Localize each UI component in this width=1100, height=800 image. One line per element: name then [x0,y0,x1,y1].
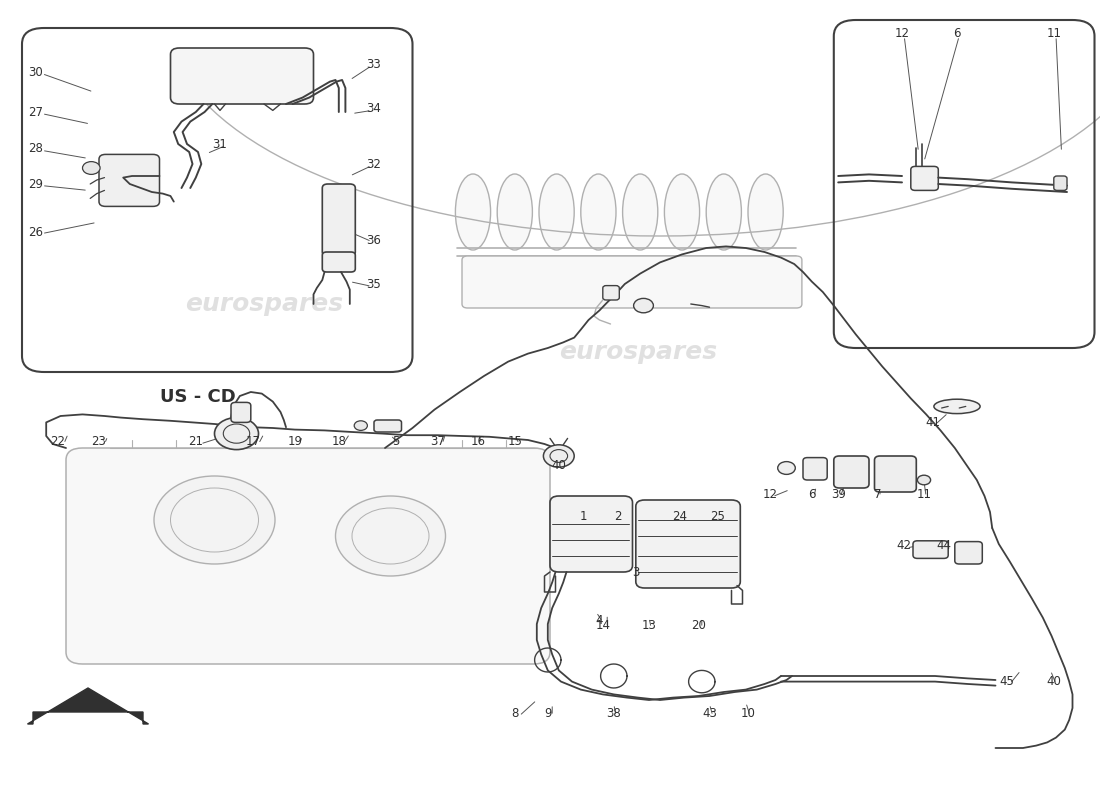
Text: 35: 35 [366,278,382,290]
Text: US - CD: US - CD [161,388,235,406]
Text: 36: 36 [366,234,382,246]
FancyBboxPatch shape [99,154,160,206]
Text: 12: 12 [894,27,910,40]
Text: 15: 15 [507,435,522,448]
Text: 33: 33 [366,58,382,70]
Text: eurospares: eurospares [559,340,717,364]
Text: 40: 40 [551,459,566,472]
Text: 28: 28 [28,142,43,154]
Ellipse shape [623,174,658,250]
Text: 10: 10 [740,707,756,720]
Text: 25: 25 [710,510,725,522]
FancyBboxPatch shape [550,496,632,572]
Ellipse shape [748,174,783,250]
Polygon shape [28,688,148,724]
FancyBboxPatch shape [322,252,355,272]
FancyBboxPatch shape [374,420,401,432]
FancyBboxPatch shape [911,166,938,190]
Circle shape [543,445,574,467]
Text: 26: 26 [28,226,43,238]
Circle shape [634,298,653,313]
Text: 6: 6 [954,27,960,40]
Text: 31: 31 [212,138,228,150]
FancyBboxPatch shape [462,256,802,308]
Text: 6: 6 [808,488,815,501]
Text: 39: 39 [830,488,846,501]
Text: 17: 17 [245,435,261,448]
Text: 20: 20 [691,619,706,632]
Text: 5: 5 [393,435,399,448]
Text: 34: 34 [366,102,382,114]
Ellipse shape [706,174,741,250]
FancyBboxPatch shape [803,458,827,480]
Text: 3: 3 [632,566,639,578]
FancyBboxPatch shape [834,456,869,488]
FancyBboxPatch shape [231,402,251,422]
Text: 29: 29 [28,178,43,190]
Ellipse shape [497,174,532,250]
FancyBboxPatch shape [322,184,355,256]
FancyBboxPatch shape [955,542,982,564]
Text: 42: 42 [896,539,912,552]
Text: 8: 8 [512,707,518,720]
Circle shape [917,475,931,485]
Text: 23: 23 [91,435,107,448]
Text: 18: 18 [331,435,346,448]
Text: 40: 40 [1046,675,1062,688]
Text: 45: 45 [999,675,1014,688]
FancyBboxPatch shape [603,286,619,300]
Ellipse shape [664,174,700,250]
Text: 12: 12 [762,488,778,501]
Ellipse shape [539,174,574,250]
Text: 16: 16 [471,435,486,448]
Circle shape [154,476,275,564]
Circle shape [336,496,446,576]
Text: 4: 4 [596,614,603,626]
Text: 11: 11 [1046,27,1062,40]
Text: 11: 11 [916,488,932,501]
Circle shape [778,462,795,474]
FancyBboxPatch shape [170,48,314,104]
Text: 30: 30 [28,66,43,78]
Text: 43: 43 [702,707,717,720]
FancyBboxPatch shape [66,448,550,664]
Circle shape [214,418,258,450]
Text: 13: 13 [641,619,657,632]
Text: 14: 14 [595,619,610,632]
Text: 32: 32 [366,158,382,170]
Circle shape [354,421,367,430]
Text: 19: 19 [287,435,303,448]
Text: 1: 1 [580,510,586,522]
Text: 21: 21 [188,435,204,448]
Text: 7: 7 [874,488,881,501]
Text: 22: 22 [50,435,65,448]
FancyBboxPatch shape [874,456,916,492]
Text: 24: 24 [672,510,688,522]
Ellipse shape [581,174,616,250]
Ellipse shape [455,174,491,250]
Text: 41: 41 [925,416,940,429]
Text: 9: 9 [544,707,551,720]
FancyBboxPatch shape [913,541,948,558]
Circle shape [82,162,100,174]
Text: 27: 27 [28,106,43,118]
FancyBboxPatch shape [636,500,740,588]
FancyBboxPatch shape [1054,176,1067,190]
Text: eurospares: eurospares [185,292,343,316]
Ellipse shape [934,399,980,414]
Text: 2: 2 [615,510,622,522]
Text: 37: 37 [430,435,446,448]
Text: 44: 44 [936,539,952,552]
Text: 38: 38 [606,707,621,720]
